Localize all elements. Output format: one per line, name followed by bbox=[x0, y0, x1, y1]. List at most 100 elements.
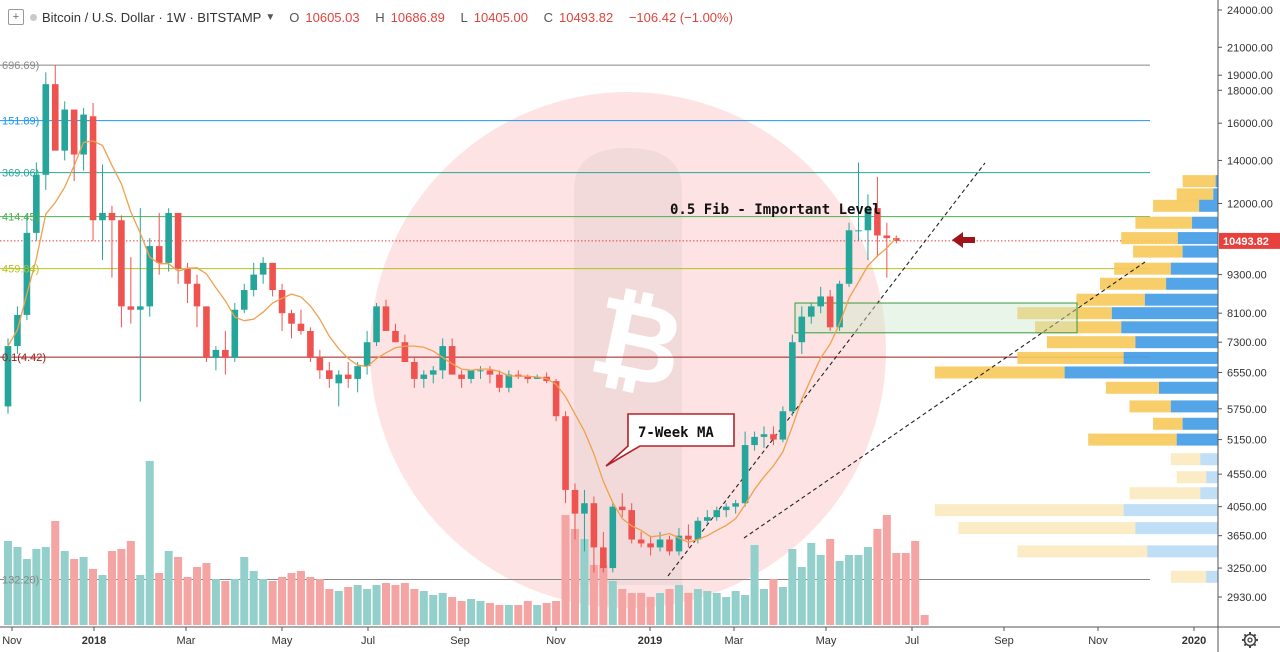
volume-bar bbox=[807, 543, 816, 625]
trendline-steep bbox=[667, 162, 986, 577]
volume-bars bbox=[4, 461, 929, 625]
price-axis[interactable]: 24000.00 21000.00 19000.00 18000.00 16000.00… bbox=[1217, 0, 1280, 652]
volume-bar bbox=[674, 585, 683, 625]
profile-blue bbox=[1199, 199, 1218, 212]
price-tick-label: 7300.00 bbox=[1227, 337, 1267, 349]
volume-bar bbox=[882, 515, 891, 625]
arrow-left-icon bbox=[952, 232, 975, 248]
ma-annotation: 7-Week MA bbox=[638, 425, 714, 441]
price-tick-label: 4550.00 bbox=[1227, 469, 1267, 481]
profile-orange bbox=[1153, 417, 1183, 430]
candle-body bbox=[675, 535, 683, 552]
volume-bar bbox=[589, 565, 598, 625]
profile-orange bbox=[1176, 188, 1214, 201]
profile-blue bbox=[1176, 433, 1218, 446]
volume-bar bbox=[164, 551, 173, 625]
candle-body bbox=[732, 503, 739, 507]
volume-bar bbox=[306, 577, 315, 625]
candle-body bbox=[165, 212, 172, 263]
volume-bar bbox=[854, 555, 863, 625]
candle-body bbox=[373, 306, 380, 343]
profile-orange bbox=[1133, 245, 1183, 258]
volume-bar bbox=[571, 529, 579, 625]
candle-body bbox=[581, 503, 588, 514]
profile-orange bbox=[1046, 336, 1136, 349]
candle-body bbox=[363, 342, 371, 367]
time-tick-label: 2018 bbox=[82, 635, 106, 647]
profile-orange bbox=[1017, 545, 1148, 558]
candle-body bbox=[184, 268, 191, 284]
volume-bar bbox=[382, 583, 390, 625]
candle-body bbox=[864, 208, 872, 231]
volume-bar bbox=[863, 547, 872, 625]
chevron-down-icon[interactable]: ▼ bbox=[265, 11, 276, 23]
candle-body bbox=[467, 370, 475, 379]
volume-profile bbox=[934, 175, 1218, 583]
profile-orange bbox=[1114, 262, 1171, 275]
candle-body bbox=[647, 543, 654, 548]
candle-body bbox=[600, 547, 607, 569]
time-tick-label: May bbox=[272, 635, 293, 647]
candle-body bbox=[855, 230, 862, 232]
profile-blue bbox=[1200, 453, 1218, 466]
profile-orange bbox=[1017, 307, 1112, 320]
price-tick-label: 8100.00 bbox=[1227, 308, 1267, 320]
symbol-title[interactable]: Bitcoin / U.S. Dollar · 1W · BITSTAMP bbox=[42, 9, 262, 25]
candle-body bbox=[259, 262, 267, 275]
candle-body bbox=[61, 109, 68, 151]
candle-body bbox=[448, 346, 456, 375]
volume-bar bbox=[920, 615, 929, 625]
low-value: 10405.00 bbox=[473, 9, 528, 25]
candle-body bbox=[127, 306, 135, 310]
volume-bar bbox=[230, 579, 239, 625]
volume-bar bbox=[580, 539, 589, 625]
volume-bar bbox=[145, 461, 154, 625]
candle-body bbox=[288, 313, 295, 324]
volume-bar bbox=[656, 593, 665, 625]
volume-bar bbox=[646, 597, 655, 625]
profile-blue bbox=[1200, 487, 1218, 500]
candle-body bbox=[798, 316, 806, 343]
profile-blue bbox=[1144, 293, 1218, 306]
price-tick-label: 2930.00 bbox=[1227, 592, 1267, 604]
candle-body bbox=[817, 296, 824, 307]
price-axis-bg bbox=[1218, 0, 1280, 652]
time-tick-label: Nov bbox=[546, 635, 566, 647]
candle-body bbox=[770, 434, 777, 440]
price-tick-label: 5750.00 bbox=[1227, 404, 1267, 416]
time-tick-label: Jul bbox=[361, 635, 375, 647]
candle-body bbox=[836, 283, 843, 328]
candle-body bbox=[486, 370, 494, 375]
price-tag-box bbox=[1219, 232, 1280, 249]
time-tick-label: Nov bbox=[1088, 635, 1108, 647]
volume-bar bbox=[712, 593, 721, 625]
time-axis[interactable]: Nov 2018 Mar May Jul Sep Nov 2019 Mar May Jul Sep No… bbox=[0, 626, 1280, 647]
candle-body bbox=[590, 503, 598, 548]
candle-body bbox=[609, 506, 617, 569]
volume-bar bbox=[778, 587, 787, 625]
volume-bar bbox=[693, 589, 702, 625]
gear-icon[interactable] bbox=[1242, 632, 1258, 648]
candle-body bbox=[893, 238, 900, 241]
high-label: H bbox=[375, 9, 385, 25]
volume-bar bbox=[627, 593, 636, 625]
volume-bar bbox=[334, 591, 343, 625]
candle-body bbox=[685, 535, 692, 540]
profile-blue bbox=[1206, 471, 1218, 484]
candle-body bbox=[222, 349, 229, 358]
profile-blue bbox=[1177, 232, 1218, 245]
fib-label: 459.84) bbox=[2, 264, 39, 276]
volume-bar bbox=[70, 559, 79, 625]
volume-bar bbox=[13, 547, 22, 625]
profile-orange bbox=[934, 366, 1065, 379]
profile-blue bbox=[1135, 522, 1218, 535]
candle-body bbox=[722, 506, 730, 511]
fib-label: 414.45) bbox=[2, 212, 39, 224]
candle-body bbox=[779, 411, 787, 440]
candle-body bbox=[297, 323, 305, 331]
candle-body bbox=[4, 346, 12, 407]
profile-orange bbox=[1035, 321, 1122, 334]
plus-box-icon[interactable]: + bbox=[8, 9, 24, 25]
profile-orange bbox=[1129, 400, 1171, 413]
